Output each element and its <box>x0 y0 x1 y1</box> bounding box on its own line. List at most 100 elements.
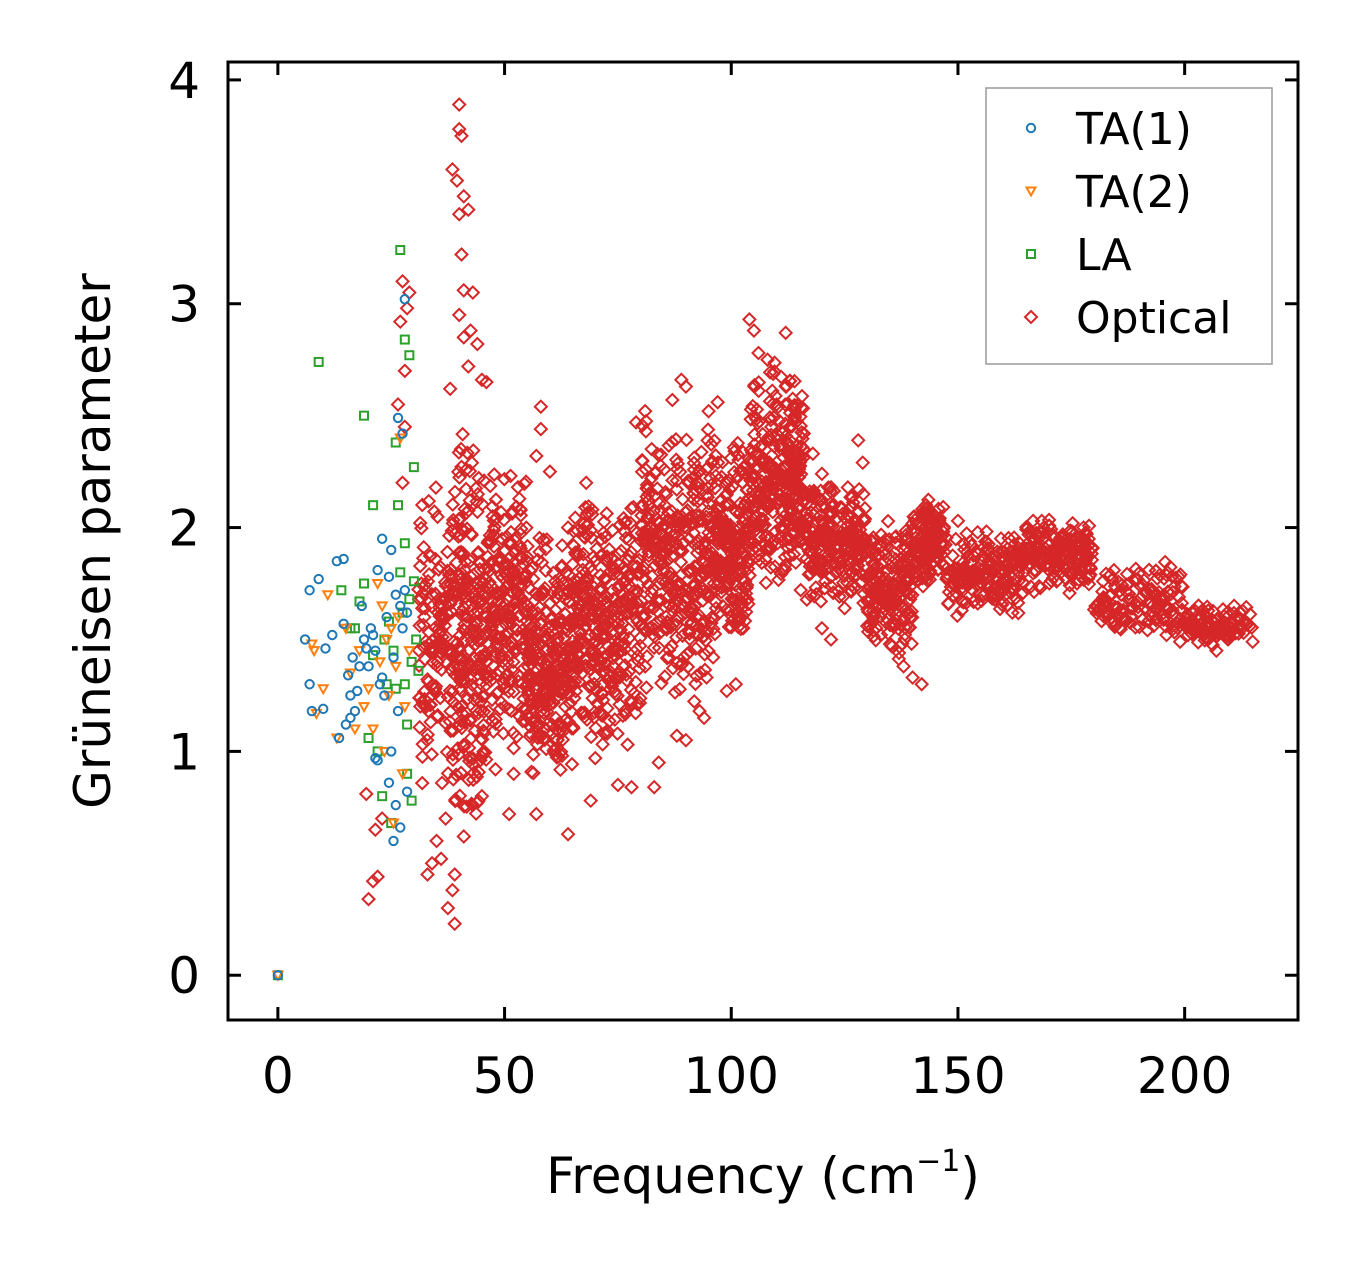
point-optical <box>965 548 981 563</box>
point-ta-1 <box>358 634 370 645</box>
point-optical <box>653 447 669 463</box>
point-optical <box>547 741 563 757</box>
point-optical <box>728 676 744 692</box>
point-optical <box>752 529 768 545</box>
point-optical <box>479 623 495 639</box>
point-optical <box>454 128 469 144</box>
point-optical <box>880 513 896 529</box>
point-ta-2 <box>307 646 321 658</box>
point-optical <box>672 464 688 480</box>
point-optical <box>577 573 593 589</box>
point-optical <box>367 822 383 838</box>
point-optical <box>462 463 478 479</box>
point-optical <box>806 541 822 557</box>
point-optical <box>617 515 633 531</box>
point-optical <box>490 667 506 683</box>
point-optical <box>464 455 480 471</box>
point-optical <box>632 660 647 676</box>
point-la <box>399 679 410 690</box>
point-optical <box>887 590 903 606</box>
point-optical <box>793 582 809 598</box>
point-optical <box>457 608 473 624</box>
point-optical <box>843 584 859 600</box>
point-ta-2 <box>387 818 400 830</box>
point-optical <box>621 532 637 548</box>
point-optical <box>638 680 654 696</box>
point-optical <box>575 562 591 578</box>
point-optical <box>540 631 556 647</box>
point-optical <box>834 563 850 579</box>
point-optical <box>615 616 631 632</box>
point-optical <box>508 541 523 557</box>
point-optical <box>743 411 759 427</box>
point-optical <box>589 637 605 653</box>
point-optical <box>646 640 662 656</box>
point-optical <box>701 495 717 511</box>
point-la <box>406 656 417 667</box>
point-optical <box>840 518 855 533</box>
point-optical <box>477 688 492 704</box>
point-ta-1 <box>370 752 381 764</box>
point-ta-1 <box>390 589 401 600</box>
legend-marker-ta-2 <box>1024 186 1038 198</box>
point-optical <box>552 724 568 740</box>
point-optical <box>583 793 599 809</box>
point-optical <box>450 741 466 756</box>
point-la <box>336 585 347 596</box>
point-optical <box>365 873 381 889</box>
point-optical <box>772 481 787 497</box>
point-optical <box>454 521 470 537</box>
x-tick-label: 100 <box>684 1047 779 1105</box>
point-optical <box>486 539 502 554</box>
point-optical <box>710 394 726 410</box>
point-optical <box>611 546 627 562</box>
point-optical <box>557 699 573 715</box>
point-optical <box>374 811 390 826</box>
point-optical <box>884 560 900 576</box>
point-optical <box>547 683 563 699</box>
point-optical <box>765 396 781 412</box>
point-optical <box>834 530 850 546</box>
point-optical <box>596 726 612 741</box>
point-optical <box>956 594 971 610</box>
point-optical <box>532 599 547 615</box>
point-optical <box>445 882 460 898</box>
point-optical <box>973 575 989 591</box>
point-optical <box>1050 547 1066 562</box>
point-optical <box>868 562 883 578</box>
point-optical <box>530 605 546 621</box>
point-optical <box>509 622 525 638</box>
point-optical <box>889 607 904 623</box>
point-optical <box>675 628 691 644</box>
point-optical <box>703 518 719 534</box>
point-optical <box>452 666 468 682</box>
point-optical <box>454 565 470 581</box>
point-optical <box>422 697 438 713</box>
point-optical <box>707 563 722 579</box>
x-tick-label: 150 <box>910 1047 1005 1105</box>
point-optical <box>876 580 892 595</box>
point-optical <box>726 561 742 577</box>
point-optical <box>531 717 547 733</box>
point-optical <box>483 578 499 594</box>
point-optical <box>702 587 717 603</box>
point-optical <box>703 436 719 452</box>
point-optical <box>672 681 688 697</box>
point-optical <box>521 580 537 596</box>
point-optical <box>574 666 590 682</box>
point-la <box>404 594 415 605</box>
point-optical <box>530 670 546 686</box>
point-optical <box>1080 571 1096 587</box>
point-optical <box>411 642 427 658</box>
point-optical <box>542 464 558 480</box>
point-la <box>349 623 360 634</box>
point-optical <box>444 567 460 583</box>
point-optical <box>841 543 857 559</box>
point-optical <box>457 501 473 517</box>
point-optical <box>568 653 584 669</box>
point-optical <box>699 487 715 503</box>
point-optical <box>751 345 766 361</box>
point-optical <box>420 727 436 743</box>
point-optical <box>523 726 539 742</box>
point-optical <box>697 646 713 662</box>
